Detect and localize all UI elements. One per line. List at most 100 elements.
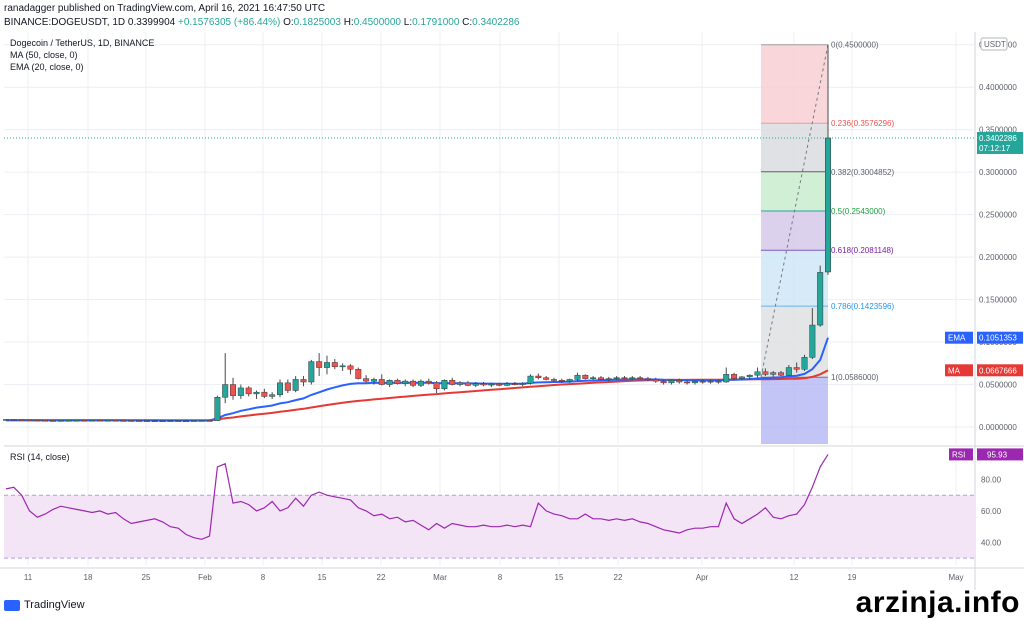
candle-body xyxy=(605,378,612,380)
tradingview-logo[interactable]: TradingView xyxy=(4,599,85,611)
last-price: 0.3399904 xyxy=(127,17,176,28)
ema20-line xyxy=(6,337,829,422)
high-label: H: xyxy=(343,17,354,28)
fib-zone xyxy=(761,171,828,211)
candle-body xyxy=(668,380,675,384)
candle-body xyxy=(738,376,745,379)
candle-body xyxy=(292,379,299,391)
candle-body xyxy=(504,383,511,386)
candle-body xyxy=(597,377,604,380)
candle-body xyxy=(480,383,487,386)
time-tick-label: 12 xyxy=(790,573,799,582)
price-tick-label: 0.0500000 xyxy=(979,381,1017,390)
candle-body xyxy=(558,380,565,382)
candle-body xyxy=(128,420,135,422)
candle-body xyxy=(136,420,143,422)
candle-body xyxy=(167,420,174,422)
candle-body xyxy=(511,383,518,385)
candle-body xyxy=(159,420,166,422)
fib-zone xyxy=(761,123,828,172)
candle-body xyxy=(582,374,589,379)
high-value: 0.4500000 xyxy=(353,17,401,28)
candle-body xyxy=(300,379,307,383)
candle-body xyxy=(339,365,346,368)
rsi-tick-label: 80.00 xyxy=(981,475,1002,484)
candle-body xyxy=(331,362,338,367)
candle-body xyxy=(770,372,777,375)
candle-body xyxy=(441,380,448,390)
rsi-value: 95.93 xyxy=(987,450,1008,459)
candle-body xyxy=(762,371,769,375)
candle-body xyxy=(496,383,503,386)
time-tick-label: 15 xyxy=(318,573,327,582)
candle-body xyxy=(316,361,323,368)
ma-tag-label: MA xyxy=(948,366,961,375)
tradingview-logo-icon xyxy=(4,599,20,611)
candle-body xyxy=(551,379,557,381)
candle-body xyxy=(57,420,64,422)
candle-body xyxy=(754,371,761,376)
countdown-value: 07:12:17 xyxy=(979,144,1011,153)
candle-body xyxy=(230,384,237,396)
candle-body xyxy=(261,391,268,397)
price-tick-label: 0.4000000 xyxy=(979,83,1017,92)
publish-info: ranadagger published on TradingView.com,… xyxy=(4,3,326,14)
price-tick-label: 0.1500000 xyxy=(979,296,1017,305)
candle-body xyxy=(817,272,824,326)
ma-badge xyxy=(977,364,1023,377)
candle-body xyxy=(175,420,182,422)
candle-body xyxy=(18,419,25,421)
time-tick-label: 11 xyxy=(24,573,33,582)
candle-body xyxy=(809,324,816,358)
candle-body xyxy=(402,380,409,384)
price-tick-label: 0.2500000 xyxy=(979,211,1017,220)
ma-legend: MA (50, close, 0) xyxy=(10,50,78,60)
candle-body xyxy=(652,379,659,382)
candle-body xyxy=(527,375,534,384)
rsi-legend: RSI (14, close) xyxy=(10,452,70,462)
rsi-tick-label: 40.00 xyxy=(981,538,1002,547)
candle-body xyxy=(746,374,753,378)
candle-body xyxy=(464,382,471,386)
price-chart-svg[interactable]: 0.45000000.40000000.35000000.30000000.25… xyxy=(0,32,1024,590)
candle-body xyxy=(245,387,252,395)
candle-body xyxy=(206,420,213,422)
fib-level-label: 0.382(0.3004852) xyxy=(831,168,895,177)
candle-body xyxy=(801,357,808,370)
candle-body xyxy=(284,382,291,391)
time-tick-label: Apr xyxy=(696,573,709,582)
rsi-badge xyxy=(977,448,1023,461)
ema-tag xyxy=(945,331,973,344)
time-tick-label: 8 xyxy=(261,573,266,582)
candle-body xyxy=(214,397,221,421)
candle-body xyxy=(425,380,432,384)
candle-body xyxy=(778,372,785,376)
candle-body xyxy=(183,420,190,422)
candle-body xyxy=(793,367,800,370)
low-value: 0.1791000 xyxy=(412,17,460,28)
candle-body xyxy=(65,420,72,422)
candle-body xyxy=(574,374,581,380)
time-tick-label: 8 xyxy=(498,573,503,582)
candle-body xyxy=(10,419,17,421)
watermark: arzinja.info xyxy=(855,586,1020,619)
rsi-tick-label: 60.00 xyxy=(981,507,1002,516)
unit-label: USDT xyxy=(984,40,1006,49)
candle-body xyxy=(660,380,667,384)
candle-body xyxy=(378,379,385,385)
chart-area[interactable]: 0.45000000.40000000.35000000.30000000.25… xyxy=(0,32,1024,590)
candle-body xyxy=(691,380,698,384)
candle-body xyxy=(237,387,244,396)
candle-body xyxy=(222,384,229,398)
time-tick-label: 25 xyxy=(142,573,151,582)
fib-zone xyxy=(761,250,828,307)
candle-body xyxy=(370,379,377,382)
time-tick-label: 22 xyxy=(377,573,386,582)
candle-body xyxy=(449,380,456,385)
candle-body xyxy=(3,419,9,421)
candle-body xyxy=(707,380,714,383)
candle-body xyxy=(96,419,103,422)
rsi-line xyxy=(5,454,829,540)
tradingview-brand: TradingView xyxy=(24,599,85,611)
fib-level-label: 0.618(0.2081148) xyxy=(831,246,894,255)
